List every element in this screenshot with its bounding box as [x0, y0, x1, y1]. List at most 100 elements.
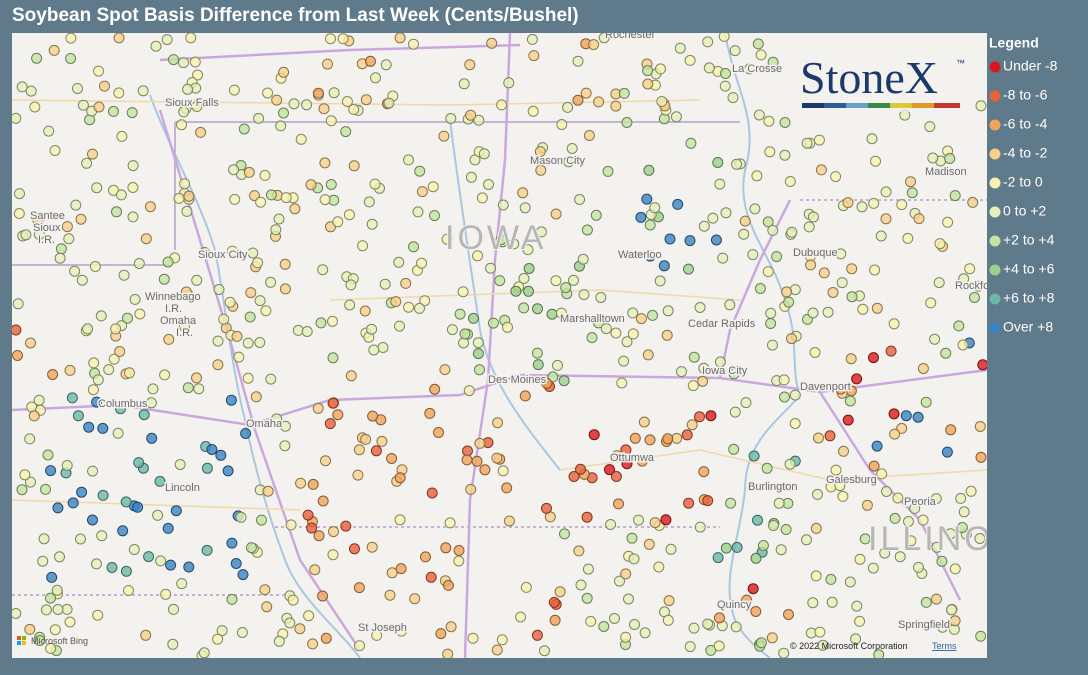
map-marker[interactable] [394, 514, 406, 526]
map-marker[interactable] [941, 446, 953, 458]
map-marker[interactable] [784, 176, 796, 187]
map-marker[interactable] [403, 301, 415, 313]
map-marker[interactable] [366, 541, 378, 553]
map-marker[interactable] [87, 148, 98, 160]
map-marker[interactable] [420, 551, 431, 563]
map-marker[interactable] [620, 631, 632, 643]
map-marker[interactable] [934, 238, 946, 250]
map-marker[interactable] [483, 179, 494, 190]
map-marker[interactable] [253, 112, 265, 124]
map-marker[interactable] [465, 171, 477, 183]
map-marker[interactable] [320, 455, 331, 467]
map-marker[interactable] [946, 604, 957, 616]
map-marker[interactable] [528, 50, 540, 62]
map-marker[interactable] [340, 126, 352, 138]
map-marker[interactable] [949, 563, 961, 575]
map-marker[interactable] [562, 101, 574, 113]
map-marker[interactable] [658, 260, 670, 272]
legend-label[interactable]: -2 to 0 [1003, 174, 1043, 190]
map-marker[interactable] [31, 52, 43, 64]
map-marker[interactable] [112, 427, 124, 439]
map-marker[interactable] [294, 623, 306, 635]
map-marker[interactable] [838, 445, 849, 457]
map-marker[interactable] [386, 567, 398, 579]
map-marker[interactable] [575, 579, 587, 591]
map-marker[interactable] [856, 201, 868, 213]
map-marker[interactable] [120, 565, 132, 577]
map-marker[interactable] [633, 514, 644, 526]
map-marker[interactable] [621, 458, 633, 470]
map-marker[interactable] [681, 429, 693, 441]
map-marker[interactable] [442, 648, 454, 659]
map-marker[interactable] [212, 633, 224, 645]
map-marker[interactable] [25, 85, 37, 97]
map-marker[interactable] [465, 483, 477, 495]
map-marker[interactable] [215, 449, 227, 461]
map-marker[interactable] [110, 323, 122, 335]
map-marker[interactable] [974, 533, 986, 544]
map-marker[interactable] [278, 66, 290, 78]
map-marker[interactable] [191, 101, 203, 112]
map-marker[interactable] [534, 146, 546, 158]
map-marker[interactable] [532, 359, 544, 371]
map-marker[interactable] [609, 613, 620, 624]
map-marker[interactable] [568, 471, 580, 482]
legend-label[interactable]: +2 to +4 [1003, 232, 1055, 248]
map-marker[interactable] [510, 285, 522, 297]
map-marker[interactable] [817, 639, 829, 651]
map-marker[interactable] [789, 389, 801, 401]
map-marker[interactable] [635, 211, 647, 223]
map-marker[interactable] [45, 465, 57, 477]
map-marker[interactable] [226, 245, 238, 257]
map-marker[interactable] [419, 295, 431, 307]
map-marker[interactable] [969, 292, 980, 303]
map-marker[interactable] [213, 284, 225, 295]
map-marker[interactable] [328, 526, 339, 538]
map-marker[interactable] [133, 258, 145, 269]
map-marker[interactable] [720, 542, 732, 554]
map-marker[interactable] [531, 629, 543, 641]
map-marker[interactable] [846, 263, 858, 275]
map-marker[interactable] [813, 134, 825, 146]
map-marker[interactable] [593, 317, 604, 329]
map-marker[interactable] [377, 342, 389, 353]
map-marker[interactable] [572, 55, 584, 67]
map-marker[interactable] [395, 563, 407, 575]
map-marker[interactable] [441, 233, 453, 245]
map-marker[interactable] [496, 634, 508, 646]
map-marker[interactable] [548, 596, 560, 608]
map-marker[interactable] [763, 115, 775, 127]
map-marker[interactable] [485, 262, 497, 274]
map-marker[interactable] [894, 551, 906, 563]
map-marker[interactable] [61, 460, 73, 471]
map-marker[interactable] [289, 203, 301, 215]
map-marker[interactable] [613, 498, 624, 510]
map-marker[interactable] [344, 299, 356, 311]
map-marker[interactable] [740, 397, 752, 409]
map-marker[interactable] [614, 575, 625, 587]
map-marker[interactable] [517, 187, 529, 199]
map-marker[interactable] [325, 33, 336, 45]
map-marker[interactable] [42, 449, 54, 461]
map-marker[interactable] [779, 149, 791, 161]
map-marker[interactable] [859, 533, 871, 545]
map-marker[interactable] [671, 432, 683, 444]
map-marker[interactable] [231, 330, 243, 342]
map-marker[interactable] [366, 323, 378, 335]
map-marker[interactable] [844, 576, 856, 588]
map-marker[interactable] [295, 133, 307, 145]
map-marker[interactable] [103, 364, 115, 376]
map-marker[interactable] [309, 564, 321, 576]
map-marker[interactable] [842, 414, 854, 426]
map-marker[interactable] [694, 521, 706, 533]
map-marker[interactable] [353, 444, 365, 456]
map-marker[interactable] [319, 157, 331, 169]
map-marker[interactable] [37, 555, 49, 567]
map-marker[interactable] [975, 630, 987, 642]
map-marker[interactable] [182, 382, 194, 394]
map-marker[interactable] [349, 543, 360, 555]
map-marker[interactable] [259, 584, 271, 596]
map-marker[interactable] [259, 169, 271, 181]
map-marker[interactable] [779, 391, 790, 403]
map-marker[interactable] [270, 224, 282, 236]
